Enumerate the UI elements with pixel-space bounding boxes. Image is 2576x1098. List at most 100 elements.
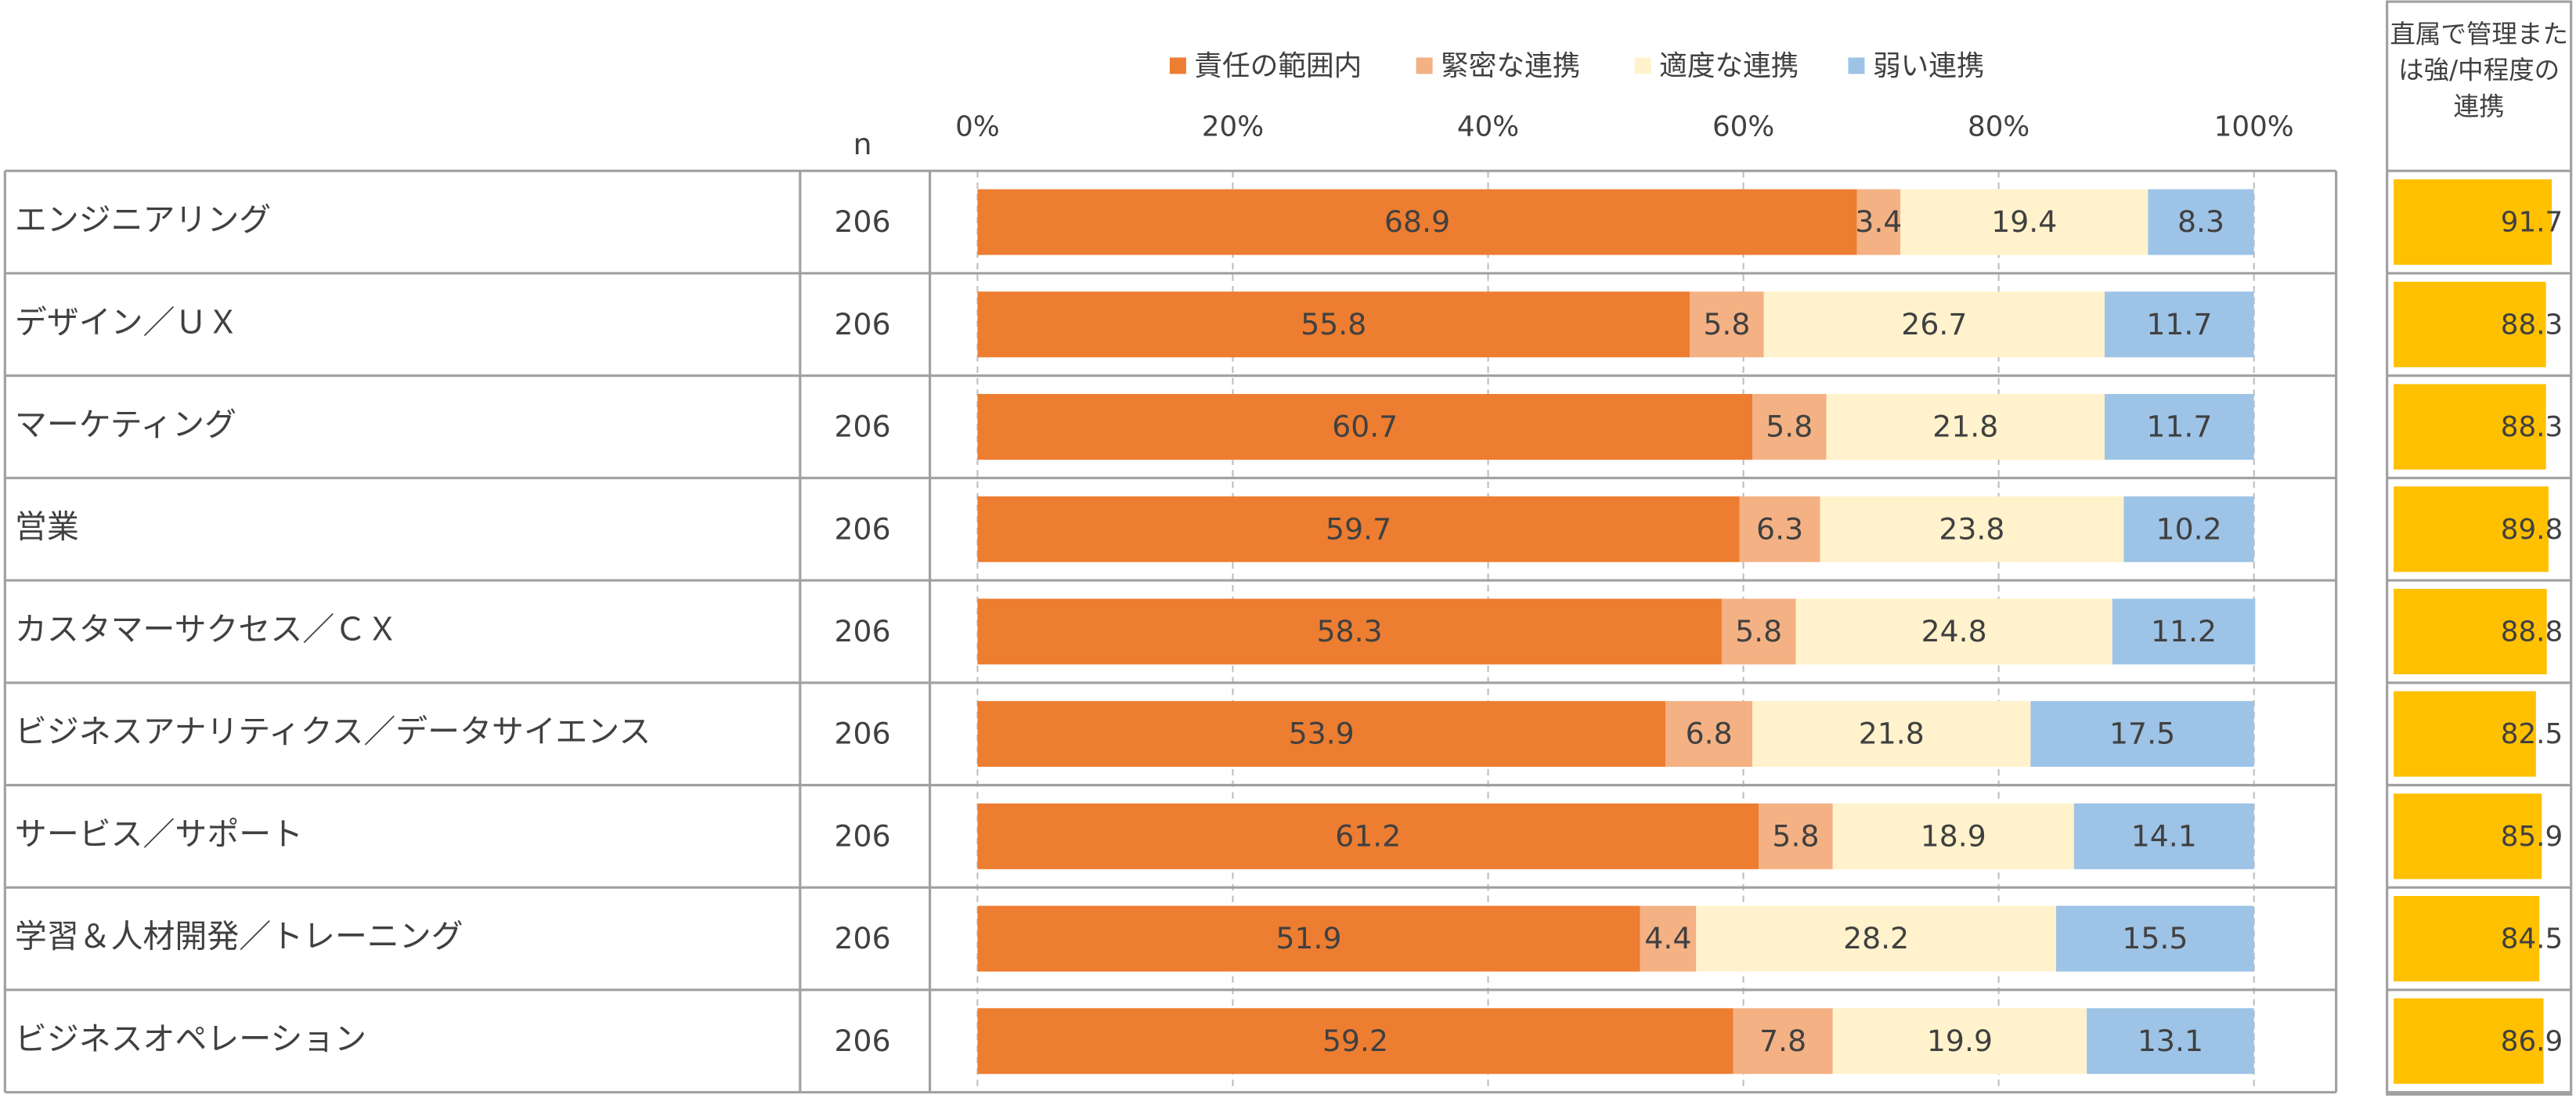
data-label: 5.8 [1772, 818, 1819, 853]
bar-segment [1690, 291, 1764, 358]
category-label: 学習＆人材開発／トレーニング [15, 918, 464, 955]
bar-segment [1752, 394, 1827, 460]
data-label: 17.5 [2109, 717, 2175, 751]
summary-header-box: 直属で管理または強/中程度の連携 [2390, 20, 2569, 122]
category-label: デザイン／ＵＸ [15, 303, 239, 341]
bar-segment [2030, 701, 2254, 768]
category-label: エンジニアリング [15, 201, 271, 239]
data-label: 10.2 [2156, 511, 2222, 546]
n-value: 206 [835, 410, 891, 444]
n-value: 206 [835, 921, 891, 955]
category-label: 営業 [15, 508, 79, 546]
legend-label: 緊密な連携 [1441, 50, 1580, 82]
category-label: ビジネスアナリティクス／データサイエンス [15, 713, 651, 750]
bar-segment [1721, 598, 1796, 665]
data-label: 11.7 [2146, 307, 2212, 341]
data-label: 26.7 [1901, 307, 1967, 341]
legend-swatch [1416, 57, 1433, 74]
summary-label: 85.9 [2501, 821, 2563, 853]
data-label: 15.5 [2122, 921, 2188, 955]
legend-swatch [1169, 57, 1186, 74]
summary-bar [2394, 179, 2553, 265]
bar-segment [2087, 1008, 2254, 1075]
data-label: 8.3 [2177, 204, 2224, 239]
summary-label: 88.3 [2501, 309, 2563, 341]
data-label: 23.8 [1939, 511, 2004, 546]
bar-segment [1640, 905, 1697, 972]
data-label: 3.4 [1855, 204, 1902, 239]
data-label: 59.7 [1326, 511, 1391, 546]
bar-segment [1832, 803, 2074, 869]
bar-segment [977, 701, 1666, 768]
legend-swatch [1848, 57, 1865, 74]
x-tick-label: 0% [955, 111, 1000, 143]
summary-label: 91.7 [2501, 207, 2563, 239]
summary-box [2386, 0, 2573, 1096]
summary-label: 84.5 [2501, 923, 2563, 955]
summary-bar [2394, 384, 2546, 470]
bar-segment [1795, 598, 2112, 665]
x-tick-label: 40% [1457, 111, 1519, 143]
data-label: 6.8 [1686, 717, 1733, 751]
summary-bar [2394, 998, 2544, 1084]
data-label: 4.4 [1644, 921, 1691, 955]
data-label: 24.8 [1921, 614, 1987, 648]
bar-segment [1739, 496, 1820, 562]
legend-label: 弱い連携 [1873, 50, 1985, 82]
bar-segment [2148, 189, 2254, 255]
data-label: 68.9 [1384, 204, 1450, 239]
summary-bar [2394, 486, 2549, 572]
bar-segment [1763, 291, 2105, 358]
summary-label: 86.9 [2501, 1025, 2563, 1057]
summary-bar [2394, 793, 2542, 879]
summary-label: 89.8 [2501, 514, 2563, 546]
summary-bar [2394, 281, 2546, 367]
data-label: 13.1 [2138, 1024, 2203, 1058]
bar-segment [1752, 701, 2031, 768]
data-label: 5.8 [1703, 307, 1750, 341]
n-value: 206 [835, 511, 891, 546]
bar-segment [2104, 291, 2254, 358]
bar-segment [977, 394, 1753, 460]
data-label: 19.4 [1991, 204, 2057, 239]
data-label: 18.9 [1921, 818, 1986, 853]
data-label: 59.2 [1322, 1024, 1388, 1058]
data-label: 51.9 [1275, 921, 1341, 955]
n-value: 206 [835, 1024, 891, 1058]
n-value: 206 [835, 818, 891, 853]
summary-bar [2394, 896, 2540, 982]
bar-segment [1856, 189, 1901, 255]
legend-label: 責任の範囲内 [1194, 50, 1362, 82]
data-label: 6.3 [1756, 511, 1803, 546]
bar-segment [977, 189, 1857, 255]
legend-swatch [1634, 57, 1651, 74]
bar-segment [977, 1008, 1734, 1075]
bar-segment [1696, 905, 2057, 972]
legend-label: 適度な連携 [1659, 50, 1799, 82]
data-label: 60.7 [1332, 410, 1398, 444]
n-header: n [853, 127, 872, 161]
category-label: ビジネスオペレーション [15, 1020, 366, 1057]
bar-segment [1665, 701, 1753, 768]
category-label: カスタマーサクセス／ＣＸ [15, 610, 399, 648]
data-label: 14.1 [2131, 818, 2197, 853]
bar-segment [2073, 803, 2254, 869]
bar-segment [1900, 189, 2148, 255]
bar-segment [2056, 905, 2254, 972]
n-value: 206 [835, 614, 891, 648]
bar-segment [1733, 1008, 1833, 1075]
n-value: 206 [835, 204, 891, 239]
bar-segment [1820, 496, 2124, 562]
data-label: 53.9 [1289, 717, 1355, 751]
x-tick-label: 60% [1712, 111, 1774, 143]
summary-title: 直属で管理または強/中程度の連携 [2390, 20, 2569, 122]
bar-segment [2123, 496, 2254, 562]
x-tick-label: 20% [1202, 111, 1264, 143]
bar-segment [977, 496, 1740, 562]
data-label: 5.8 [1735, 614, 1782, 648]
n-value: 206 [835, 717, 891, 751]
summary-label: 88.3 [2501, 411, 2563, 443]
n-value: 206 [835, 307, 891, 341]
